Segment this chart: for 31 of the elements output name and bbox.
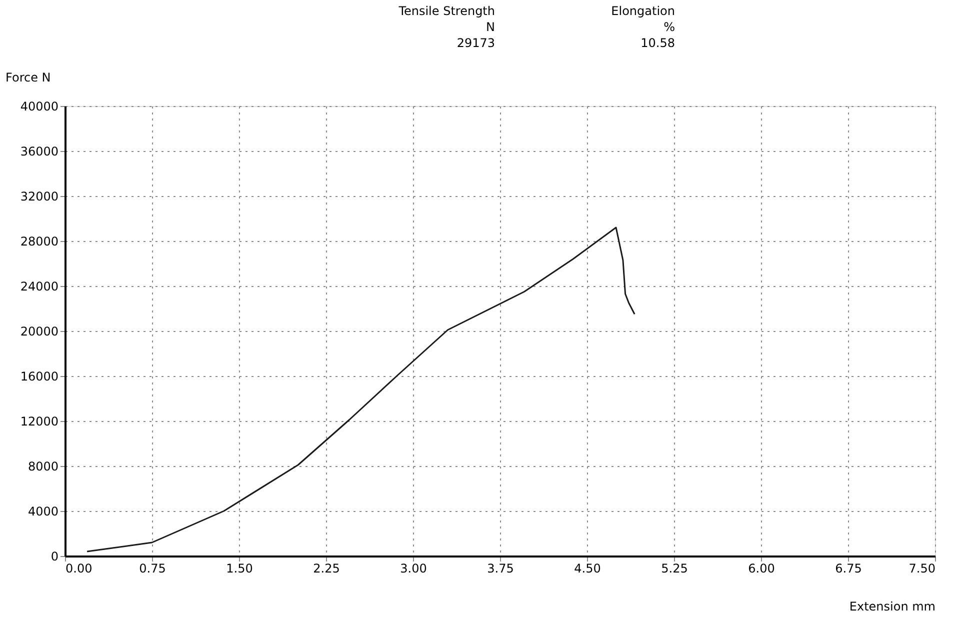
y-tick-label: 16000 xyxy=(20,370,58,384)
y-tick-label: 12000 xyxy=(20,414,58,428)
text: Elongation xyxy=(611,4,675,18)
y-tick-label: 40000 xyxy=(20,100,58,114)
x-tick-label: 5.25 xyxy=(661,562,688,576)
x-axis-title: Extension mm xyxy=(849,600,936,614)
x-tick-label: 2.25 xyxy=(313,562,340,576)
y-tick-label: 4000 xyxy=(28,504,58,518)
x-tick-label: 0.00 xyxy=(66,562,92,576)
y-axis-title: Force N xyxy=(6,70,51,84)
y-tick-label: 28000 xyxy=(20,234,58,248)
text: 10.58 xyxy=(640,36,675,50)
text: % xyxy=(664,20,675,34)
y-tick-label: 32000 xyxy=(20,190,58,204)
x-tick-label: 0.75 xyxy=(139,562,166,576)
x-tick-label: 6.00 xyxy=(748,562,775,576)
x-tick-label: 1.50 xyxy=(226,562,253,576)
line-series xyxy=(86,226,636,552)
x-tick-label: 6.75 xyxy=(835,562,862,576)
y-tick-label: 0 xyxy=(50,550,58,564)
x-tick-label: 3.75 xyxy=(487,562,514,576)
y-tick-label: 20000 xyxy=(20,324,58,338)
x-tick-label: 4.50 xyxy=(574,562,601,576)
text: N xyxy=(486,20,495,34)
y-tick-label: 8000 xyxy=(28,460,58,474)
x-tick-label: 3.00 xyxy=(400,562,427,576)
y-tick-label: 36000 xyxy=(20,144,58,158)
text: 29173 xyxy=(456,36,495,50)
text: Tensile Strength xyxy=(398,4,495,18)
x-tick-label: 7.50 xyxy=(908,562,936,576)
y-tick-label: 24000 xyxy=(20,280,58,294)
